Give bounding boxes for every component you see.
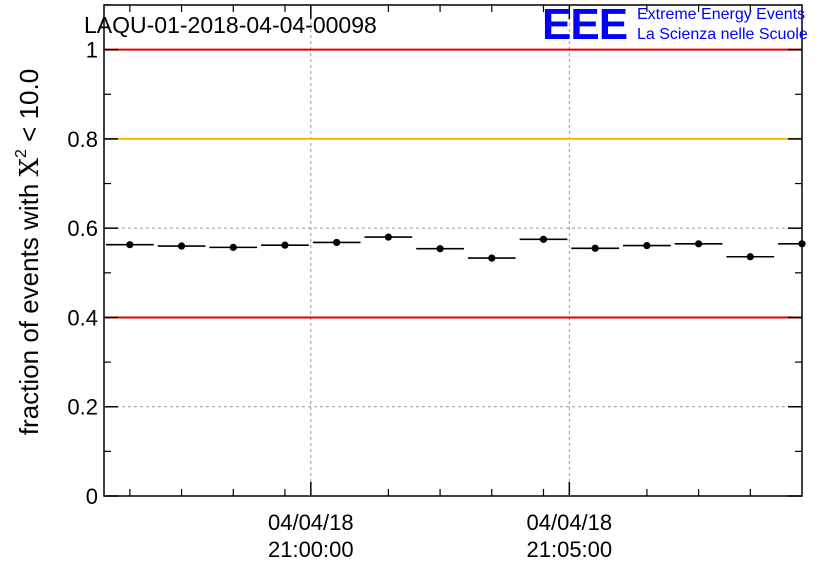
data-point-group [157,242,206,250]
data-point-group [416,245,464,253]
data-point-group [571,244,620,252]
y-axis-label-tail: < 10.0 [14,69,44,149]
data-point-group [726,253,775,261]
data-point [126,241,134,249]
data-point [333,238,341,247]
eee-logo: EEE Extreme Energy Events La Scienza nel… [542,0,808,49]
axis-labels: 00.20.40.60.8104/04/1821:00:0004/04/1821… [67,38,612,562]
data-point [591,244,599,252]
reference-lines [104,48,802,319]
data-point [539,235,548,243]
x-tick-label-time: 21:05:00 [527,537,613,562]
eee-logo-line1: Extreme Energy Events [637,6,805,23]
data-point [281,241,289,249]
data-point [384,233,392,241]
data-point-group [209,243,258,251]
y-axis-label-main: fraction of events with [14,176,44,435]
y-tick-label: 0.6 [67,216,98,241]
data-point-group [312,238,361,247]
x-tick-label-date: 04/04/18 [268,510,354,535]
grid [104,5,802,496]
y-tick-label: 0.2 [67,395,98,420]
data-point [229,243,237,251]
data-point [746,253,754,261]
eee-logo-mark: EEE [542,0,627,49]
data-point-group [364,233,413,241]
data-series [106,233,806,262]
data-point-group [106,241,154,249]
x-tick-label-time: 21:00:00 [268,537,354,562]
axis-ticks [104,4,802,497]
y-tick-label: 0 [86,484,98,509]
y-tick-label: 0.4 [67,305,98,330]
chart-title: LAQU-01-2018-04-04-00098 [84,12,377,38]
plot-frame [103,4,803,497]
data-point-group [261,241,309,249]
y-tick-label: 0.8 [67,127,98,152]
data-point [643,241,651,250]
y-tick-label: 1 [86,38,98,63]
y-axis-label-chi: X [15,157,45,176]
x-tick-label-date: 04/04/18 [527,510,613,535]
data-point-group [674,240,723,248]
data-point [177,242,186,250]
data-point [488,254,496,262]
data-point [436,245,444,253]
data-point-group [467,254,516,262]
eee-logo-line2: La Scienza nelle Scuole [637,26,808,43]
data-point-group [519,235,568,243]
data-point-group [623,241,671,250]
y-axis-label-sup: 2 [13,149,30,158]
y-axis-label: fraction of events with X2 < 10.0 [13,69,45,435]
data-point [694,240,703,248]
